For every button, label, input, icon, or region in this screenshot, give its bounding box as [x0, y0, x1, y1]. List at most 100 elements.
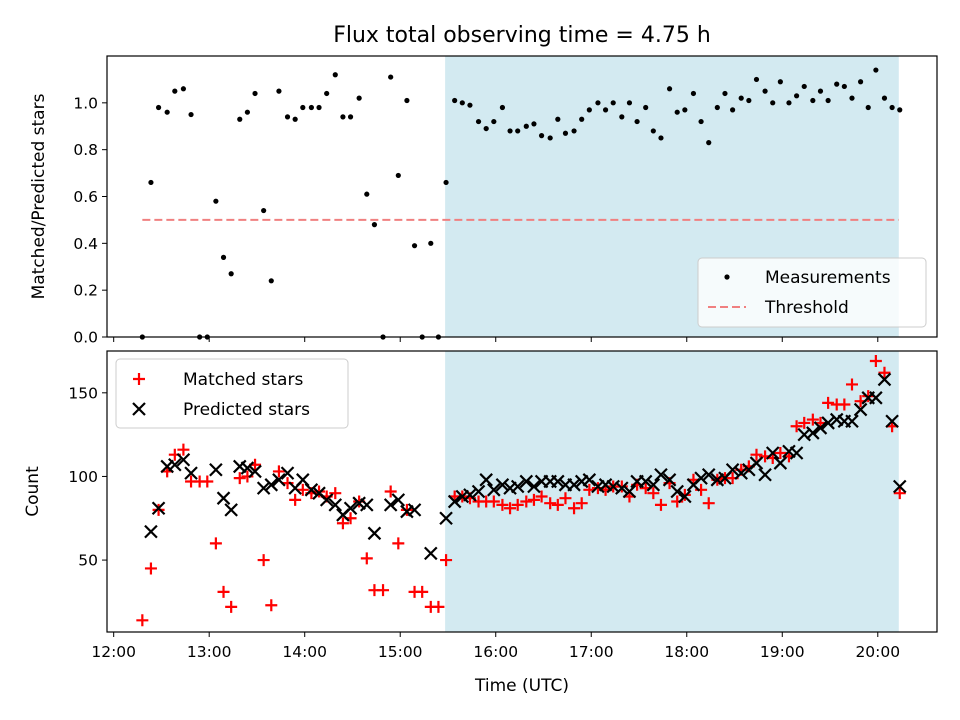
count-panel: 50 100 150 12:00 13:00 14:00 15:00 16:00 17:00 18… [23, 350, 938, 696]
matched-star-point [869, 355, 882, 368]
matched-star-point [377, 584, 390, 597]
measurement-point [148, 179, 154, 186]
measurement-point [237, 116, 243, 122]
observing-window-highlight-count [445, 351, 899, 632]
ratio-y-tick-label: 0.4 [73, 235, 98, 253]
predicted-star-point [646, 478, 661, 492]
measurement-point [817, 88, 824, 94]
predicted-star-point [240, 461, 255, 475]
matched-star-point [313, 485, 326, 498]
predicted-star-point [510, 479, 525, 494]
ratio-y-axis-label: Matched/Predicted stars [29, 93, 49, 299]
measurement-point [762, 88, 768, 94]
matched-star-point [360, 552, 373, 565]
count-legend-box [115, 358, 349, 429]
predicted-star-point [789, 446, 804, 460]
measurement-point [388, 74, 394, 80]
matched-star-point [392, 537, 405, 550]
measurement-point [332, 72, 338, 78]
matched-star-point [878, 366, 891, 379]
measurement-point [873, 67, 879, 73]
matched-star-point [504, 502, 517, 515]
predicted-star-point [495, 478, 510, 492]
measurement-points [139, 67, 903, 340]
count-y-tick-label: 150 [68, 384, 98, 402]
measurement-point [459, 100, 465, 106]
measurement-point [180, 86, 187, 92]
measurement-point [849, 95, 855, 101]
predicted-star-point [853, 402, 868, 417]
matched-star-point [217, 585, 230, 598]
measurement-point [261, 207, 267, 214]
predicted-star-point [582, 473, 597, 487]
ratio-legend: Measurements Threshold [697, 257, 927, 328]
measurement-point [213, 198, 219, 204]
ratio-y-tick-label: 1.0 [73, 94, 98, 112]
measurement-point [595, 100, 601, 106]
measurement-point [395, 172, 401, 179]
predicted-star-point [248, 464, 262, 479]
measurement-point [610, 100, 616, 106]
measurement-point [753, 76, 760, 83]
measurement-point [404, 97, 410, 104]
measurement-point [491, 118, 497, 125]
measurement-point [730, 107, 736, 113]
measurement-point [626, 100, 633, 106]
predicted-star-point [487, 483, 501, 497]
matched-star-point [838, 398, 851, 411]
predicted-star-point [360, 498, 374, 512]
predicted-star-point [654, 467, 668, 482]
predicted-star-point [519, 474, 534, 489]
x-tick-label: 20:00 [855, 643, 900, 661]
matched-star-point [136, 614, 149, 627]
predicted-star-point [678, 489, 692, 504]
count-y-tick-label: 50 [78, 552, 98, 570]
matched-star-point [774, 447, 787, 460]
predicted-star-point [471, 484, 486, 499]
matched-star-point [496, 498, 509, 511]
matched-star-point [862, 390, 875, 403]
measurement-point [443, 179, 449, 186]
matched-star-point [416, 585, 429, 598]
measurement-point [228, 271, 234, 277]
matched-star-point [400, 503, 413, 516]
predicted-star-point [367, 526, 382, 541]
predicted-star-point [638, 474, 653, 489]
measurement-point [507, 128, 513, 134]
measurement-point [188, 111, 194, 118]
measurements-legend-label: Measurements [765, 268, 891, 288]
predicted-star-point [168, 457, 182, 472]
measurement-point [340, 114, 346, 120]
measurement-point [674, 109, 680, 115]
predicted-legend-label: Predicted stars [183, 400, 310, 420]
chart-title: Flux total observing time = 4.75 h [333, 23, 711, 48]
predicted-star-point [209, 462, 223, 477]
matched-star-point [511, 498, 524, 511]
measurement-point [865, 104, 871, 111]
measurement-point [531, 121, 537, 127]
measurement-point [579, 116, 585, 122]
predicted-star-point [877, 372, 892, 387]
predicted-star-point [885, 414, 899, 429]
measurement-point [347, 114, 354, 120]
predicted-star-point [622, 484, 637, 499]
predicted-star-point [806, 426, 820, 440]
predicted-star-point [765, 446, 780, 460]
measurement-point [746, 97, 752, 104]
matched-star-point [384, 485, 397, 498]
predicted-star-point [343, 501, 358, 516]
measurement-point [515, 128, 521, 134]
predicted-star-point [280, 466, 295, 480]
matched-star-point [432, 600, 445, 613]
matched-star-point [289, 493, 302, 506]
measurement-point [793, 93, 800, 99]
measurement-point [411, 243, 418, 249]
measurement-point [586, 107, 592, 113]
predicted-star-point [176, 452, 191, 467]
predicted-star-point [821, 416, 835, 430]
measurement-point [547, 135, 553, 141]
predicted-star-point [184, 466, 198, 480]
measurement-point [658, 135, 664, 141]
count-y-axis-label: Count [23, 466, 43, 517]
ratio-y-tick-label: 0.8 [73, 141, 98, 159]
